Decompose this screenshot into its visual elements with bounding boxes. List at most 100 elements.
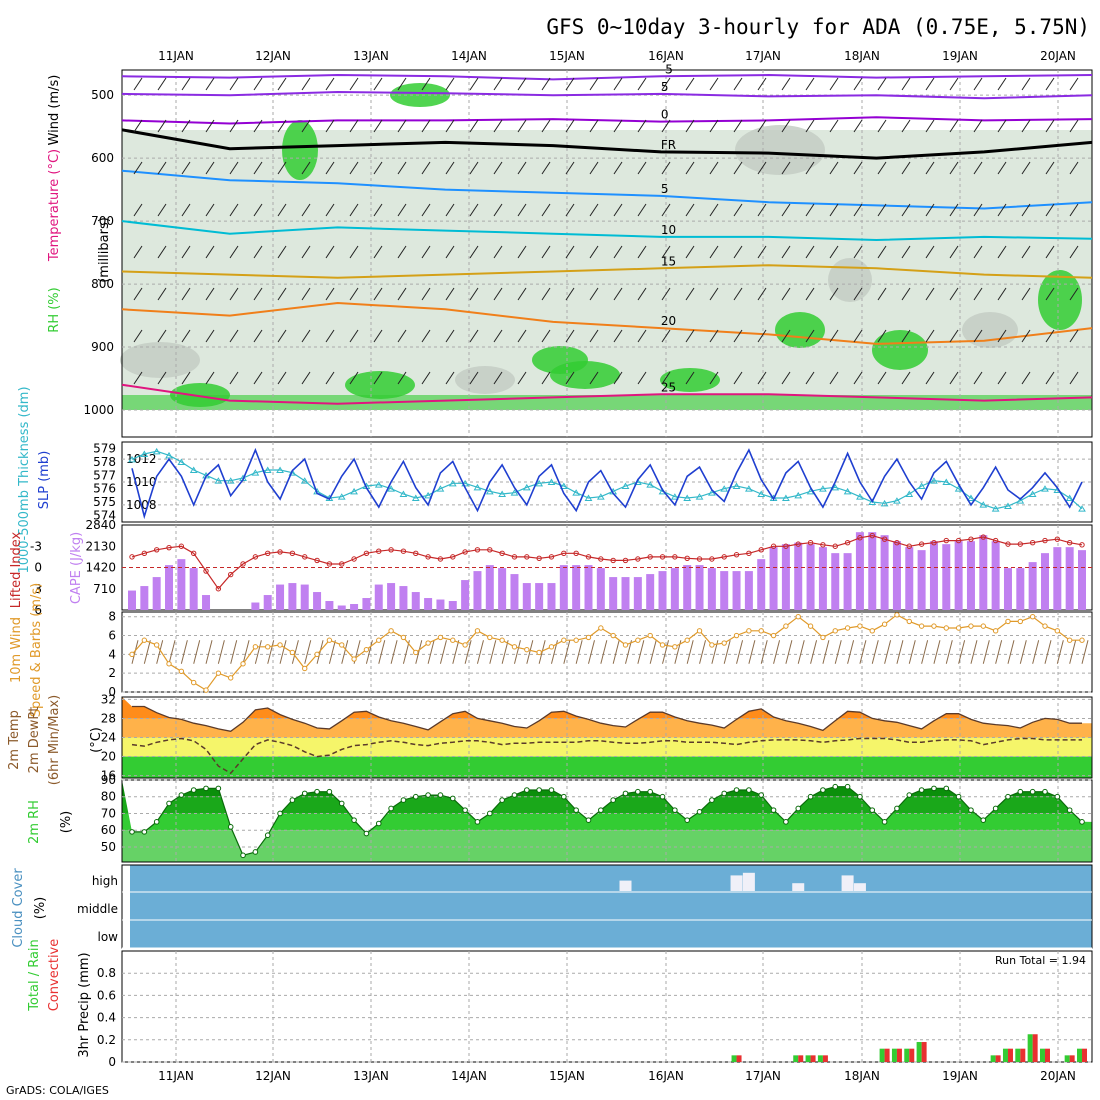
upper-wind-barb [925,371,935,385]
thickness-point [596,493,605,500]
wind-speed-point [832,628,838,634]
upper-wind-barb [373,203,383,217]
surface-wind-barb [501,640,509,664]
upper-wind-barb [541,245,551,259]
upper-wind-barb [709,203,719,217]
rh-area-blob [660,368,720,392]
upper-wind-barb [637,77,647,91]
wind-speed-point [684,637,690,643]
upper-wind-barb [181,287,191,301]
upper-wind-barb [349,287,359,301]
rh-point [1079,819,1085,825]
upper-wind-barb [229,161,239,175]
upper-wind-barb [445,329,455,343]
cape-bar [1003,568,1012,610]
wind-speed-point [277,642,283,648]
surface-wind-barb [859,640,867,664]
surface-wind-barb [341,640,349,664]
upper-wind-barb [829,77,839,91]
thickness-point [720,485,729,492]
rh-point [992,805,999,812]
isotherm-0 [121,116,1093,125]
upper-wind-barb [445,161,455,175]
isotherm-label: FR [661,138,676,152]
temp-tick: 28 [101,711,116,725]
upper-wind-barb [1069,119,1079,133]
y-axis-label-upper: (millibars) [97,217,112,283]
rh-point [326,788,333,795]
upper-wind-barb [949,287,959,301]
upper-wind-barb [565,287,575,301]
wind-speed-point [980,623,986,629]
upper-wind-barb [565,371,575,385]
upper-wind-barb [517,245,527,259]
cape-bar [535,583,544,610]
precip-convective-bar [1082,1048,1087,1062]
lifted-point [252,554,259,560]
cape-bar [547,583,556,610]
x-tick-label-top: 13JAN [353,49,389,63]
upper-wind-barb [349,119,359,133]
upper-wind-barb [949,161,959,175]
lifted-point [1054,536,1061,542]
thickness-tick: 574 [93,508,116,522]
upper-wind-barb [325,161,335,175]
lifted-point [1079,542,1085,548]
rh-area-blob [532,346,588,374]
precip-unit-label: 3hr Precip (mm) [77,952,92,1057]
upper-wind-barb [589,119,599,133]
upper-wind-barb [493,203,503,217]
precip-total-bar [879,1048,885,1062]
cloud-cover-bar [792,883,805,891]
upper-wind-barb [301,161,311,175]
cape-bar [473,571,482,610]
surface-wind-barb [958,640,966,664]
thickness-tick: 577 [93,468,116,482]
lifted-point [1029,540,1036,546]
temp-color-band [122,737,1092,757]
thickness-point [214,477,223,484]
x-tick-label-bottom: 11JAN [158,1069,194,1083]
rh-point [227,824,234,830]
cape-bar [1040,553,1049,610]
thickness-point [843,487,852,495]
cape-bar [794,542,803,610]
thickness-point [411,494,420,501]
upper-wind-barb [277,245,287,259]
rh-point [437,792,444,798]
wind-speed-point [376,637,382,643]
upper-wind-barb [949,77,959,91]
cape-bar [609,577,618,610]
surface-wind-barb [538,640,546,664]
upper-wind-barb [181,203,191,217]
precip-total-bar [891,1048,897,1062]
upper-wind-barb [205,77,215,91]
upper-wind-barb [205,371,215,385]
isotherm-20 [121,301,1093,345]
upper-wind-barb [805,203,815,217]
lifted-point [770,543,777,549]
rh-unit-label: (%) [59,811,74,834]
upper-wind-barb [781,329,791,343]
upper-wind-barb [637,245,647,259]
x-tick-label-top: 17JAN [745,49,781,63]
upper-wind-barb [613,203,623,217]
upper-wind-barb [445,287,455,301]
cape-bar [263,595,272,610]
cape-bar [954,541,963,610]
upper-wind-barb [637,119,647,133]
precip-convective-bar [921,1042,927,1062]
upper-wind-barb [637,371,647,385]
upper-wind-barb [757,119,767,133]
temperature-line [132,705,1082,732]
rh-point [338,800,345,807]
precip-total-bar [793,1055,799,1062]
rh-point [449,795,456,802]
upper-wind-barb [349,245,359,259]
lifted-point [709,556,715,562]
wind-speed-point [931,623,937,629]
wind-speed-point [881,621,888,627]
thickness-point [498,490,507,497]
upper-wind-barb [1069,203,1079,217]
upper-wind-barb [277,371,287,385]
